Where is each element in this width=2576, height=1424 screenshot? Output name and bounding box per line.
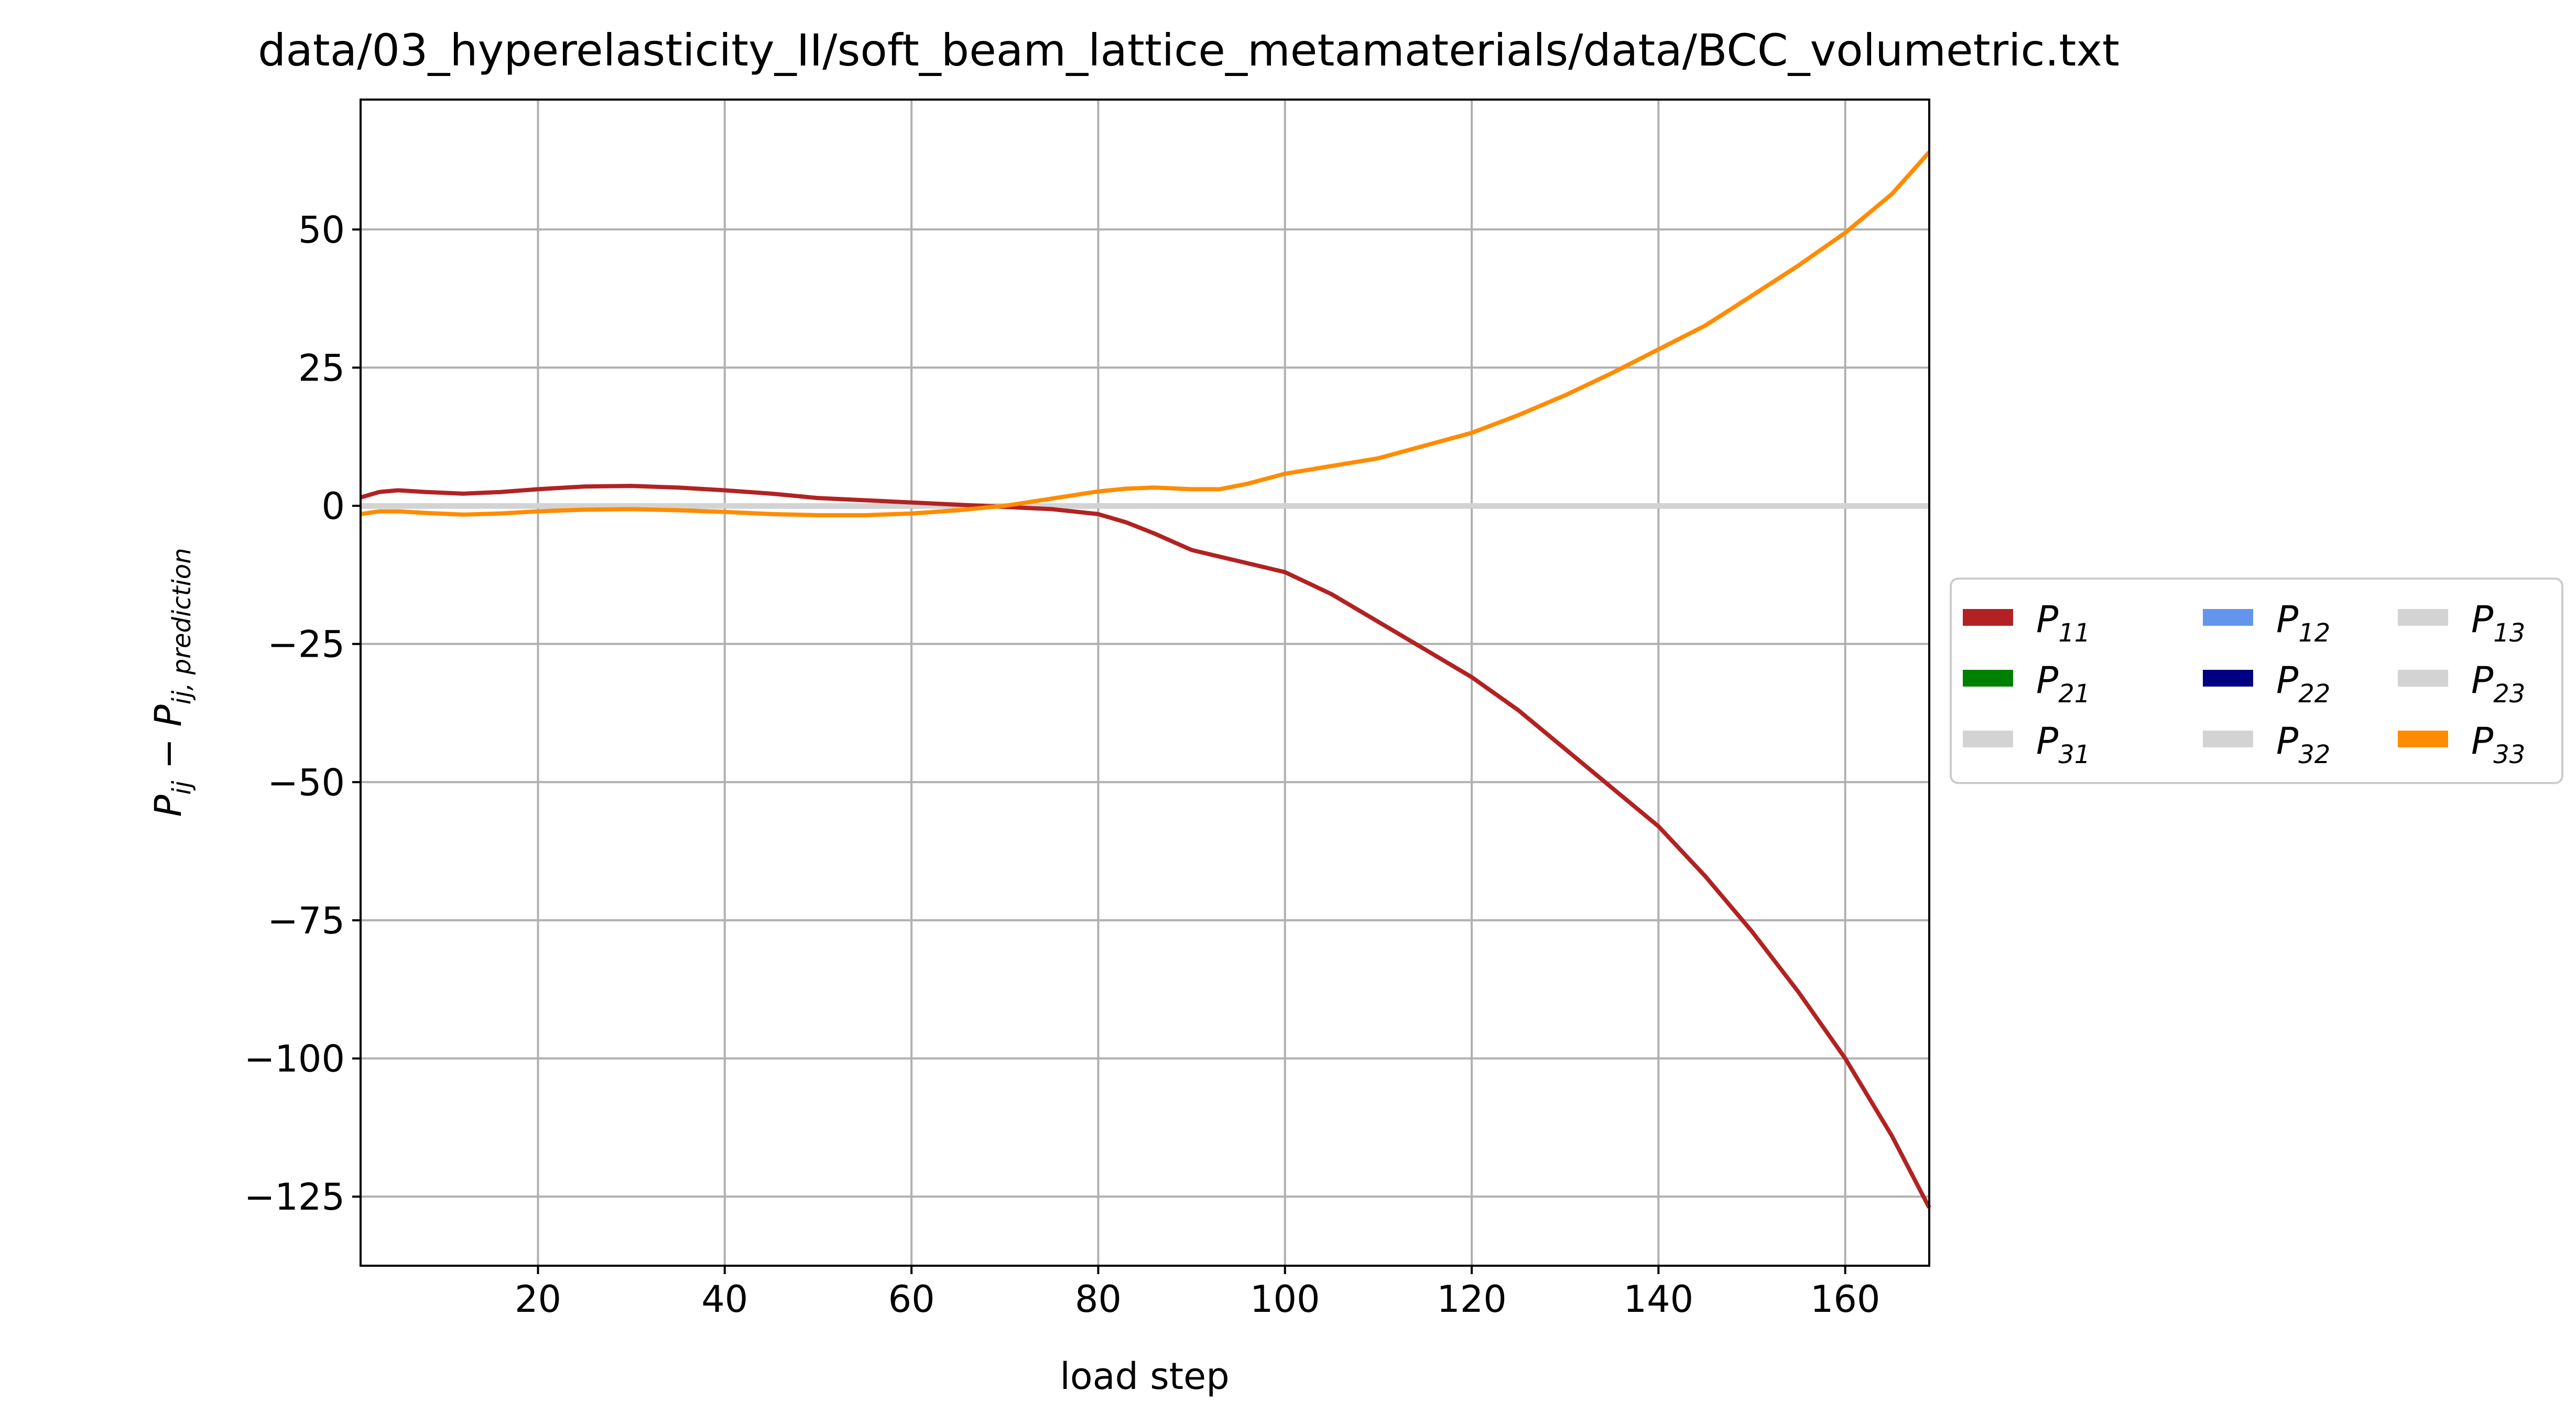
x-tick-label: 20: [515, 1278, 561, 1321]
series-line-p11: [360, 484, 1931, 1209]
legend-label-p12: P12: [2276, 598, 2330, 648]
plot-area-frame: [360, 99, 1930, 1267]
legend-label-p13: P13: [2471, 598, 2525, 648]
x-tick-label: 80: [1075, 1278, 1122, 1321]
y-axis-ticks: 50 25 0 −25 −50 −75 −100 −125: [244, 209, 361, 1219]
y-axis-label-base2: P: [147, 704, 190, 727]
y-tick-label: −50: [267, 761, 345, 804]
legend-swatch-p22: [2203, 670, 2253, 687]
legend-swatch-p32: [2203, 731, 2253, 747]
legend-label-p33: P33: [2471, 720, 2525, 769]
y-axis-label-sub2: ij, prediction: [167, 548, 197, 704]
legend-label-p31: P31: [2036, 720, 2090, 769]
y-tick-label: −25: [267, 623, 345, 666]
series-layer: [360, 150, 1931, 1209]
y-axis-label: Pij − Pij, prediction: [147, 548, 197, 817]
x-tick-label: 60: [888, 1278, 935, 1321]
x-axis-label: load step: [1060, 1355, 1229, 1398]
y-tick-label: 0: [321, 485, 345, 528]
y-tick-label: 25: [298, 346, 345, 389]
legend-label-p11: P11: [2036, 598, 2090, 648]
y-tick-label: −100: [244, 1038, 345, 1081]
y-tick-label: −75: [267, 899, 345, 942]
x-axis-ticks: 20 40 60 80 100 120 140 160: [515, 1266, 1881, 1321]
y-tick-label: −125: [244, 1176, 345, 1219]
y-axis-label-base: P: [147, 795, 190, 817]
legend-swatch-p23: [2398, 670, 2448, 687]
y-axis-label-minus: −: [147, 727, 190, 781]
x-tick-label: 140: [1624, 1278, 1694, 1321]
legend-label-p23: P23: [2471, 659, 2525, 709]
legend-swatch-p11: [1963, 609, 2013, 626]
legend: P11 P21 P31 P12 P22 P32 P13 P23 P33: [1950, 578, 2563, 784]
legend-swatch-p13: [2398, 609, 2448, 626]
x-tick-label: 160: [1810, 1278, 1881, 1321]
legend-swatch-p33: [2398, 731, 2448, 747]
legend-swatch-p21: [1963, 670, 2013, 687]
legend-label-p21: P21: [2036, 659, 2090, 709]
legend-swatch-p31: [1963, 731, 2013, 747]
x-tick-label: 40: [701, 1278, 748, 1321]
chart-title: data/03_hyperelasticity_II/soft_beam_lat…: [258, 25, 2120, 76]
y-axis-label-sub1: ij: [167, 780, 197, 795]
legend-label-p22: P22: [2276, 659, 2330, 709]
legend-label-p32: P32: [2276, 720, 2330, 769]
x-tick-label: 120: [1437, 1278, 1507, 1321]
x-tick-label: 100: [1250, 1278, 1320, 1321]
series-line-p33: [360, 150, 1931, 517]
legend-swatch-p12: [2203, 609, 2253, 626]
y-tick-label: 50: [298, 209, 345, 252]
